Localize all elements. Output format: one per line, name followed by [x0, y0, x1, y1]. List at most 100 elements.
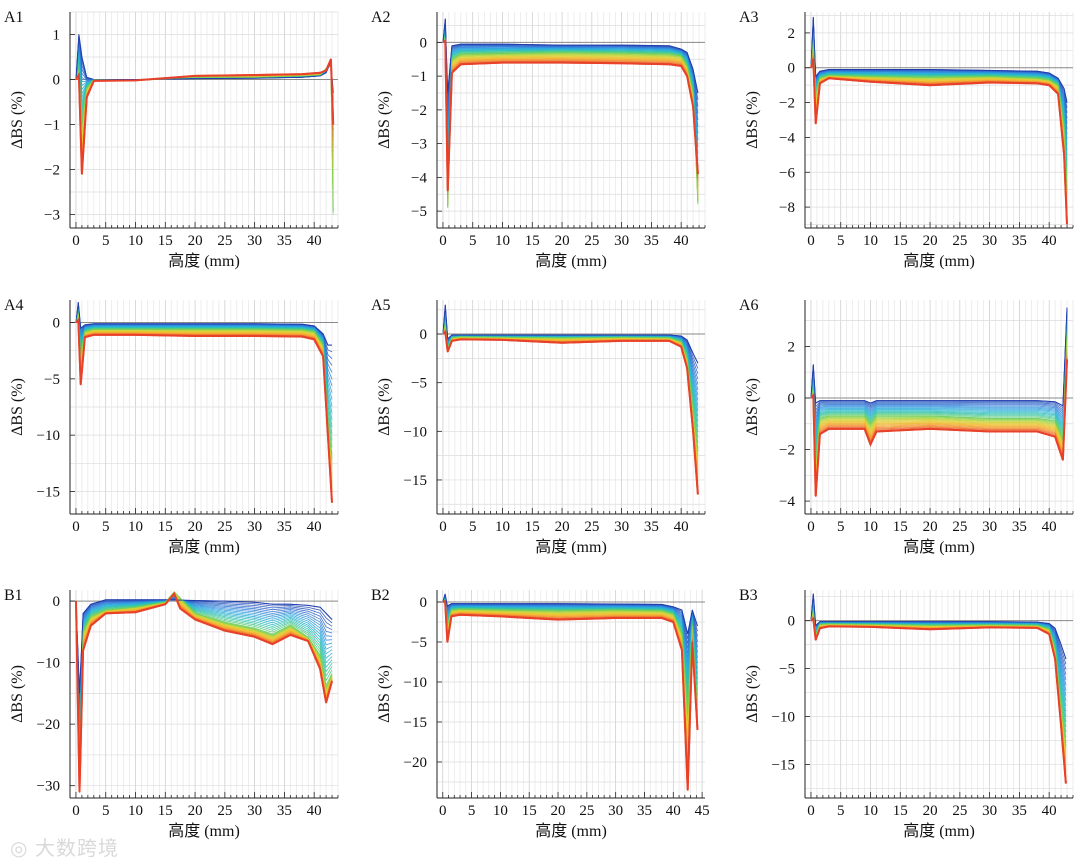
scan-curve [75, 315, 333, 473]
y-tick-label: −15 [404, 473, 427, 489]
scan-curve [810, 331, 1068, 458]
x-tick-label: 5 [102, 519, 110, 535]
x-axis-label: 高度 (mm) [535, 252, 607, 270]
scan-curve [810, 610, 1067, 747]
y-tick-label: 0 [420, 35, 428, 51]
scan-curve [75, 306, 333, 393]
series-line-first-scan [442, 18, 699, 94]
scan-curve [810, 310, 1068, 411]
scan-curve [75, 55, 334, 167]
scan-curve [75, 42, 334, 123]
x-tick-label: 35 [1012, 233, 1027, 249]
x-tick-label: 15 [893, 519, 908, 535]
scan-curve [442, 317, 699, 422]
panel-label: A6 [739, 297, 759, 314]
scan-curve [75, 315, 333, 471]
panel-label: A1 [4, 9, 24, 26]
scan-curve [810, 599, 1067, 691]
scan-curve [442, 316, 699, 417]
scan-curve [810, 332, 1068, 461]
x-tick-label: 0 [807, 519, 815, 535]
scan-curve [810, 34, 1068, 166]
y-tick-label: −10 [37, 428, 60, 444]
scan-curve [75, 319, 333, 498]
x-tick-label: 0 [807, 803, 815, 819]
y-axis-label: ΔBS (%) [376, 378, 393, 436]
y-tick-label: −5 [411, 635, 427, 651]
scan-curve [810, 313, 1068, 418]
y-tick-label: −20 [37, 717, 60, 733]
scan-curve [442, 600, 698, 759]
scan-curves [810, 307, 1068, 497]
y-tick-label: −5 [411, 376, 427, 392]
x-tick-label: 25 [579, 803, 594, 819]
x-tick-label: 30 [247, 233, 262, 249]
scan-curve [442, 600, 698, 786]
x-tick-label: 5 [469, 233, 477, 249]
grid [436, 300, 706, 514]
scan-curve [75, 317, 333, 487]
x-tick-label: 30 [608, 803, 623, 819]
scan-curve [442, 313, 699, 406]
y-tick-label: 0 [53, 73, 61, 89]
y-tick-label: 2 [788, 26, 796, 42]
scan-curves [75, 301, 333, 503]
series-line-first-scan [75, 34, 334, 94]
x-tick-label: 15 [158, 233, 173, 249]
y-tick-label: 2 [788, 339, 796, 355]
y-tick-label: 0 [788, 391, 796, 407]
chart-panel-a5: A5 0 5 10 15 20 25 30 35 40 0 −5 −10 −15 高度 (mm) ΔBS (%… [371, 297, 706, 556]
y-tick-label: 0 [420, 595, 428, 611]
y-tick-label: −5 [44, 372, 60, 388]
x-tick-label: 40 [307, 233, 322, 249]
scan-curve [810, 595, 1067, 670]
y-tick-label: −6 [779, 165, 795, 181]
chart-panel-a4: A4 0 5 10 15 20 25 30 35 40 0 −5 −10 −15 高度 (mm) ΔBS (%… [4, 297, 339, 556]
x-tick-label: 5 [837, 803, 845, 819]
x-tick-label: 35 [1012, 803, 1027, 819]
scan-curve [75, 318, 333, 492]
scan-curve [75, 65, 334, 212]
scan-curve [810, 320, 1068, 433]
series-line-first-scan [810, 307, 1068, 407]
y-tick-label: −1 [44, 118, 60, 134]
scan-curve [75, 315, 333, 476]
scan-curve [442, 329, 699, 482]
scan-curve [810, 323, 1068, 440]
y-tick-label: 0 [53, 594, 61, 610]
x-tick-label: 0 [439, 519, 447, 535]
x-tick-label: 5 [837, 233, 845, 249]
y-tick-label: 1 [53, 28, 61, 44]
y-tick-label: −2 [779, 443, 795, 459]
scan-curve [810, 317, 1068, 426]
scan-curve [442, 600, 698, 782]
scan-curve [810, 37, 1068, 177]
scan-curve [75, 308, 333, 407]
scan-curve [810, 40, 1068, 188]
scan-curve [442, 600, 698, 777]
x-tick-label: 10 [493, 803, 508, 819]
scan-curve [442, 324, 699, 455]
x-tick-label: 10 [128, 519, 143, 535]
x-tick-label: 20 [555, 519, 570, 535]
scan-curve [810, 611, 1067, 752]
scan-curve [442, 331, 699, 492]
x-tick-label: 0 [72, 519, 80, 535]
scan-curve [442, 325, 699, 458]
chart-panel-b2: B2 0 5 10 15 20 25 30 35 40 45 0 −5 −10 −15 −20 高度 (mm) Δ… [371, 587, 710, 840]
series-line-intermediate [75, 591, 333, 774]
chart-panel-a2: A2 0 5 10 15 20 25 30 35 40 0 −1 −2 −3 −4 −5 高度 (mm) ΔBS … [371, 9, 706, 270]
scan-curve [75, 64, 334, 196]
y-tick-label: −8 [779, 200, 795, 216]
scan-curve [442, 308, 699, 380]
y-tick-label: −10 [404, 675, 427, 691]
series-line-first-scan [442, 593, 698, 635]
scan-curve [810, 598, 1067, 686]
x-tick-label: 40 [307, 519, 322, 535]
scan-curve [442, 325, 699, 461]
x-tick-label: 40 [1042, 803, 1057, 819]
x-tick-label: 25 [952, 803, 967, 819]
scan-curve [442, 328, 699, 479]
scan-curve [442, 312, 699, 401]
